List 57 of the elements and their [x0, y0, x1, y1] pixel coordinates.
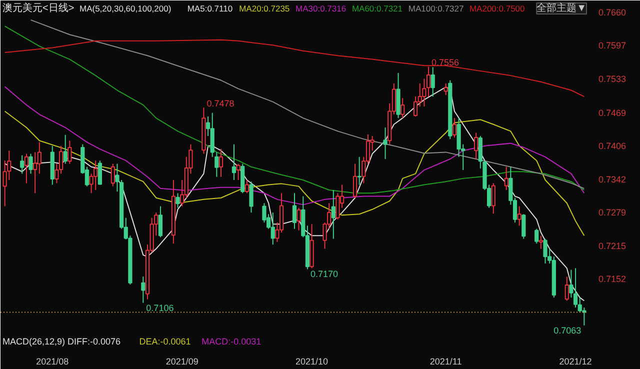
- chart-title: 澳元美元<日线>: [2, 2, 74, 14]
- candlestick: [176, 192, 180, 208]
- text: MA30:0.7316: [296, 4, 346, 14]
- candlestick: [491, 182, 496, 214]
- candlestick: [210, 112, 214, 158]
- y-tick-label: 0.7279: [598, 208, 626, 218]
- line-series: [4, 110, 585, 236]
- line-series: [4, 39, 585, 98]
- candlestick: [110, 163, 115, 187]
- y-tick-label: 0.7152: [598, 274, 626, 284]
- text: MA5:0.7110: [187, 4, 233, 14]
- candlestick: [292, 192, 297, 230]
- annotation: 0.7106: [146, 302, 174, 313]
- candlestick: [171, 180, 176, 244]
- legend-title: MA(5,20,30,60,100,200): [80, 4, 172, 14]
- candlestick: [202, 107, 206, 154]
- annotation: 全部主题▼: [536, 2, 587, 14]
- candlestick: [37, 142, 42, 174]
- annotation: 0.7170: [310, 269, 338, 280]
- y-tick-label: 0.7469: [598, 108, 626, 118]
- line-series: [4, 86, 585, 302]
- candlestick: [357, 156, 362, 186]
- candlestick: [456, 118, 461, 158]
- annotation: MACD:-0.0031: [202, 336, 262, 346]
- y-tick-label: 0.7406: [598, 140, 626, 151]
- text: MA200:0.7500: [469, 4, 526, 14]
- x-tick-label: 2021/10: [296, 356, 328, 366]
- y-tick-label: 0.7215: [598, 241, 626, 252]
- candlestick: [141, 276, 146, 304]
- candlestick: [232, 144, 236, 181]
- line-series: [4, 86, 585, 206]
- x-tick-label: 2021/08: [36, 356, 69, 366]
- candlestick: [236, 163, 240, 181]
- candlestick: [33, 152, 38, 194]
- y-tick-label: 0.7660: [598, 8, 626, 18]
- candlestick: [218, 148, 224, 178]
- text: MA20:0.7235: [239, 4, 290, 14]
- annotation: 0.7063: [554, 325, 582, 336]
- candlestick: [430, 66, 435, 98]
- y-tick-label: 0.7533: [598, 74, 626, 84]
- candlestick: [538, 235, 543, 250]
- candlestick: [426, 66, 431, 98]
- x-tick-label: 2021/11: [430, 356, 462, 366]
- text: MA60:0.7321: [352, 4, 403, 14]
- y-tick-label: 0.7597: [598, 40, 626, 51]
- annotation: 0.7556: [432, 58, 460, 68]
- candlestick: [383, 127, 388, 160]
- annotation: DEA:-0.0061: [139, 336, 191, 346]
- text: MA100:0.7327: [408, 4, 464, 14]
- candlestick: [422, 78, 426, 108]
- y-tick-label: 0.7342: [598, 174, 626, 184]
- annotation: 0.7478: [206, 98, 234, 109]
- annotation: MACD(26,12,9) DIFF:-0.0076: [2, 336, 121, 346]
- x-tick-label: 2021/09: [166, 356, 198, 366]
- x-tick-label: 2021/12: [559, 356, 592, 366]
- candlestick: [331, 189, 336, 240]
- candlestick: [115, 163, 120, 192]
